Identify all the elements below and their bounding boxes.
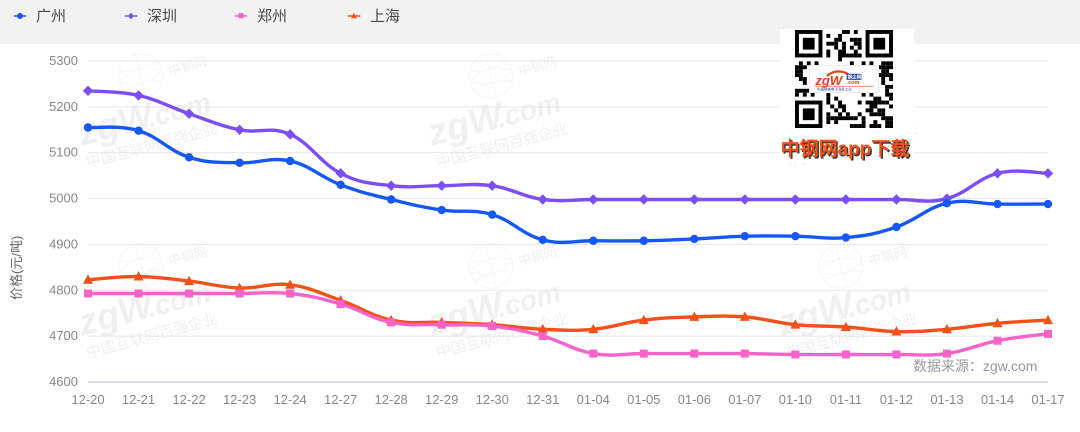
svg-text:12-23: 12-23 xyxy=(223,392,256,407)
svg-text:12-27: 12-27 xyxy=(324,392,357,407)
svg-text:4700: 4700 xyxy=(49,328,78,343)
svg-text:4900: 4900 xyxy=(49,236,78,251)
svg-text:12-20: 12-20 xyxy=(71,392,104,407)
svg-text:12-29: 12-29 xyxy=(425,392,458,407)
svg-text:12-31: 12-31 xyxy=(526,392,559,407)
svg-text:4600: 4600 xyxy=(49,374,78,389)
svg-text:01-17: 01-17 xyxy=(1031,392,1064,407)
svg-text:01-04: 01-04 xyxy=(577,392,610,407)
svg-text:5000: 5000 xyxy=(49,191,78,206)
svg-text:01-11: 01-11 xyxy=(830,392,862,407)
svg-text:12-28: 12-28 xyxy=(375,392,408,407)
svg-text:12-30: 12-30 xyxy=(476,392,509,407)
svg-text:12-24: 12-24 xyxy=(273,392,306,407)
svg-text:5200: 5200 xyxy=(49,99,78,114)
svg-text:中国钢铁电子商务工业: 中国钢铁电子商务工业 xyxy=(817,86,852,91)
svg-text:01-05: 01-05 xyxy=(627,392,660,407)
svg-text:5300: 5300 xyxy=(49,53,78,68)
svg-text:12-22: 12-22 xyxy=(172,392,205,407)
svg-text:01-14: 01-14 xyxy=(981,392,1014,407)
svg-text:zgW: zgW xyxy=(814,73,843,88)
svg-text:01-07: 01-07 xyxy=(728,392,761,407)
svg-text:01-06: 01-06 xyxy=(678,392,711,407)
svg-text:01-10: 01-10 xyxy=(779,392,812,407)
svg-text:01-12: 01-12 xyxy=(880,392,913,407)
svg-text:01-13: 01-13 xyxy=(930,392,963,407)
svg-text:.com: .com xyxy=(847,80,860,86)
svg-text:4800: 4800 xyxy=(49,282,78,297)
svg-text:12-21: 12-21 xyxy=(122,392,155,407)
svg-text:5100: 5100 xyxy=(49,145,78,160)
